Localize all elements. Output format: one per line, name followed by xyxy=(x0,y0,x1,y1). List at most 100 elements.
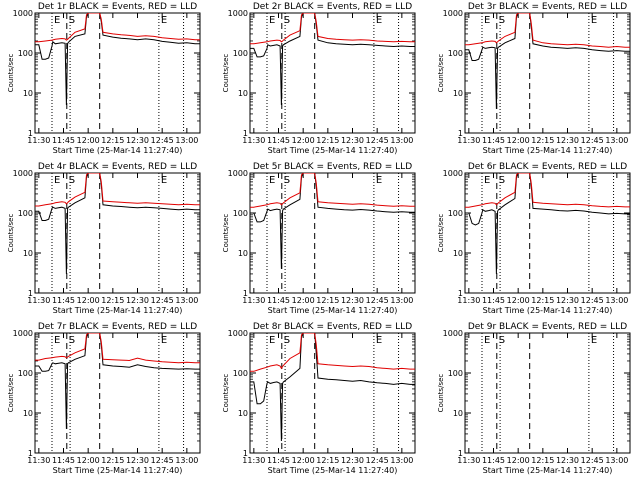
event-marker-label: E xyxy=(484,335,490,346)
x-tick-label: 12:00 xyxy=(77,296,100,305)
event-marker-label: E xyxy=(591,175,597,186)
x-tick-label: 12:30 xyxy=(126,456,149,465)
y-tick-label: 100 xyxy=(233,49,248,58)
x-tick-label: 11:30 xyxy=(242,296,265,305)
x-tick-label: 11:45 xyxy=(52,136,75,145)
x-tick-label: 13:00 xyxy=(605,456,628,465)
x-tick-label: 13:00 xyxy=(390,136,413,145)
x-tick-label: 11:45 xyxy=(52,456,75,465)
y-tick-label: 100 xyxy=(233,209,248,218)
y-tick-label: 100 xyxy=(448,209,463,218)
event-marker-label: E xyxy=(591,335,597,346)
y-tick-label: 100 xyxy=(448,49,463,58)
event-marker-label: E xyxy=(484,175,490,186)
event-marker-label: E xyxy=(484,15,490,26)
x-tick-label: 12:45 xyxy=(151,456,174,465)
x-tick-label: 12:15 xyxy=(531,136,554,145)
x-tick-label: 11:30 xyxy=(457,456,480,465)
y-tick-label: 1 xyxy=(243,129,248,138)
y-tick-label: 1 xyxy=(243,449,248,458)
event-marker-label: E xyxy=(161,15,167,26)
lld-series-line xyxy=(465,13,630,48)
x-axis-label: Start Time (25-Mar-14 11:27:40) xyxy=(268,306,398,315)
x-tick-label: 13:00 xyxy=(390,456,413,465)
panel-det-2: Det 2r BLACK = Events, RED = LLD 1 10 100 10… xyxy=(222,2,416,155)
event-marker-label: S xyxy=(499,175,505,186)
event-marker-label: S xyxy=(284,175,290,186)
y-tick-label: 1000 xyxy=(228,329,248,338)
panel-det-8: Det 8r BLACK = Events, RED = LLD 1 10 100 10… xyxy=(222,322,416,475)
x-tick-label: 12:45 xyxy=(151,296,174,305)
y-axis-label: Counts/sec xyxy=(437,54,445,93)
x-tick-label: 11:30 xyxy=(27,456,50,465)
x-tick-label: 12:00 xyxy=(77,136,100,145)
panel-title: Det 7r BLACK = Events, RED = LLD xyxy=(38,322,197,332)
panel-det-9: Det 9r BLACK = Events, RED = LLD 1 10 100 10… xyxy=(437,322,631,475)
x-tick-label: 12:15 xyxy=(101,296,124,305)
x-tick-label: 12:30 xyxy=(341,296,364,305)
x-tick-label: 13:00 xyxy=(605,296,628,305)
y-axis-label: Counts/sec xyxy=(7,214,15,253)
panel-title: Det 6r BLACK = Events, RED = LLD xyxy=(468,162,627,172)
x-tick-label: 12:30 xyxy=(341,136,364,145)
event-marker-label: S xyxy=(69,175,75,186)
plot-frame xyxy=(464,332,631,454)
x-tick-label: 12:45 xyxy=(366,136,389,145)
x-tick-label: 12:15 xyxy=(101,136,124,145)
events-series-line xyxy=(465,173,630,274)
plot-frame xyxy=(34,172,201,294)
y-tick-label: 10 xyxy=(23,249,33,258)
y-axis-label: Counts/sec xyxy=(222,214,230,253)
y-axis-label: Counts/sec xyxy=(7,374,15,413)
x-axis-label: Start Time (25-Mar-14 11:27:40) xyxy=(483,466,613,475)
x-tick-label: 13:00 xyxy=(175,456,198,465)
lld-series-line xyxy=(35,173,200,207)
lld-series-line xyxy=(465,173,630,208)
panel-det-3: Det 3r BLACK = Events, RED = LLD 1 10 100 10… xyxy=(437,2,631,155)
x-tick-label: 12:15 xyxy=(316,456,339,465)
x-tick-label: 11:45 xyxy=(267,456,290,465)
event-marker-label: S xyxy=(284,335,290,346)
x-tick-label: 11:45 xyxy=(267,136,290,145)
x-tick-label: 11:45 xyxy=(482,296,505,305)
x-tick-label: 11:30 xyxy=(457,296,480,305)
event-marker-label: E xyxy=(376,335,382,346)
x-tick-label: 11:30 xyxy=(27,136,50,145)
y-tick-label: 10 xyxy=(23,89,33,98)
event-marker-label: E xyxy=(269,15,275,26)
x-axis-label: Start Time (25-Mar-14 11:27:40) xyxy=(483,146,613,155)
plot-frame xyxy=(249,332,416,454)
x-tick-label: 12:15 xyxy=(531,296,554,305)
x-tick-label: 12:15 xyxy=(316,296,339,305)
y-tick-label: 100 xyxy=(448,369,463,378)
events-series-line xyxy=(35,13,200,106)
lld-series-line xyxy=(250,333,415,372)
y-tick-label: 10 xyxy=(453,409,463,418)
panel-det-5: Det 5r BLACK = Events, RED = LLD 1 10 100 10… xyxy=(222,162,416,315)
events-series-line xyxy=(250,333,415,442)
events-series-line xyxy=(35,173,200,274)
event-marker-label: E xyxy=(591,15,597,26)
lld-series-line xyxy=(35,333,200,364)
x-tick-label: 12:00 xyxy=(292,456,315,465)
event-marker-label: E xyxy=(376,15,382,26)
x-tick-label: 12:00 xyxy=(292,296,315,305)
x-tick-label: 12:15 xyxy=(101,456,124,465)
lld-series-line xyxy=(250,13,415,45)
plot-frame xyxy=(464,172,631,294)
panel-det-6: Det 6r BLACK = Events, RED = LLD 1 10 100 10… xyxy=(437,162,631,315)
y-tick-label: 10 xyxy=(453,89,463,98)
x-axis-label: Start Time (25-Mar-14 11:27:40) xyxy=(483,306,613,315)
y-tick-label: 10 xyxy=(23,409,33,418)
y-tick-label: 100 xyxy=(18,369,33,378)
x-tick-label: 11:45 xyxy=(267,296,290,305)
x-tick-label: 12:30 xyxy=(556,296,579,305)
y-tick-label: 1000 xyxy=(13,9,33,18)
plot-frame xyxy=(34,12,201,134)
y-tick-label: 1 xyxy=(458,449,463,458)
x-tick-label: 12:00 xyxy=(77,456,100,465)
y-tick-label: 1000 xyxy=(443,9,463,18)
x-axis-label: Start Time (25-Mar-14 11:27:40) xyxy=(53,466,183,475)
plot-frame xyxy=(464,12,631,134)
